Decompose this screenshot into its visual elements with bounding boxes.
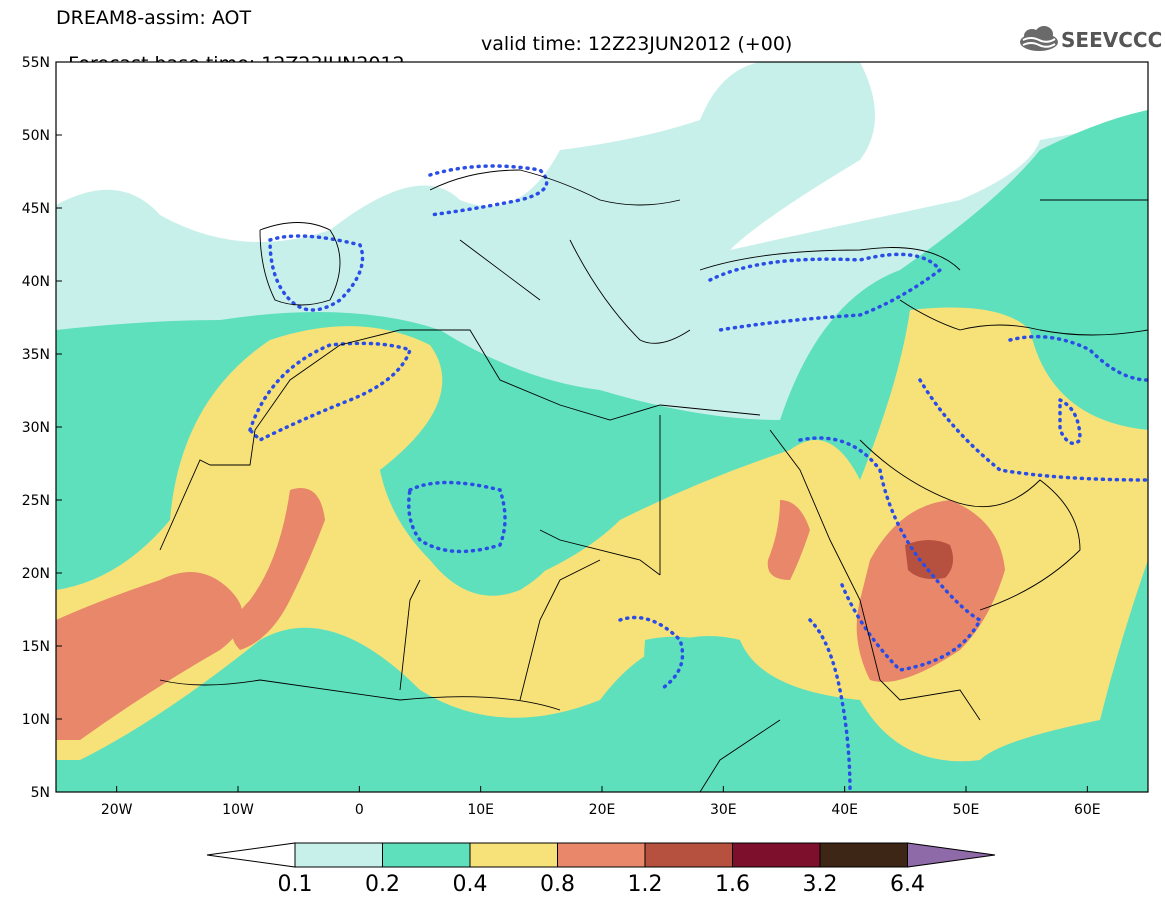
lat-label: 45N xyxy=(22,201,50,217)
coastlines xyxy=(159,169,1148,792)
colorbar-segment xyxy=(644,842,733,868)
colorbar-level-label: 0.2 xyxy=(365,872,400,897)
lat-label: 55N xyxy=(22,55,50,71)
chart-title: DREAM8-assim: AOT xyxy=(56,7,252,29)
colorbar-segment xyxy=(382,842,471,868)
lat-label: 20N xyxy=(22,566,50,582)
cloud-icon xyxy=(1020,26,1058,51)
colorbar-level-label: 1.6 xyxy=(715,872,750,897)
lon-label: 20W xyxy=(101,802,133,818)
logo-text: SEEVCCC xyxy=(1061,28,1163,52)
lat-label: 30N xyxy=(22,420,50,436)
colorbar-level-label: 0.8 xyxy=(540,872,575,897)
colorbar-level-label: 3.2 xyxy=(803,872,838,897)
lat-label: 35N xyxy=(22,347,50,363)
lon-label: 0 xyxy=(355,802,364,818)
lon-label: 40E xyxy=(831,802,858,818)
colorbar-min-arrow xyxy=(206,842,296,868)
seevccc-logo: SEEVCCC xyxy=(1017,24,1162,56)
lat-label: 40N xyxy=(22,274,50,290)
colorbar-segment xyxy=(557,842,646,868)
lon-label: 10E xyxy=(467,802,494,818)
lon-label: 50E xyxy=(953,802,980,818)
colorbar-level-label: 6.4 xyxy=(890,872,925,897)
lat-label: 15N xyxy=(22,639,50,655)
observation-contour xyxy=(247,164,1148,792)
lon-label: 10W xyxy=(222,802,254,818)
lon-label: 20E xyxy=(589,802,616,818)
lon-label: 60E xyxy=(1074,802,1101,818)
colorbar-level-label: 0.4 xyxy=(453,872,488,897)
valid-time-label: valid time: 12Z23JUN2012 (+00) xyxy=(481,33,793,55)
colorbar-level-label: 1.2 xyxy=(628,872,663,897)
lat-label: 50N xyxy=(22,128,50,144)
lon-label: 30E xyxy=(710,802,737,818)
lat-label: 25N xyxy=(22,493,50,509)
lat-label: 10N xyxy=(22,712,50,728)
colorbar-level-label: 0.1 xyxy=(278,872,313,897)
lat-label: 5N xyxy=(31,785,50,801)
colorbar-max-arrow xyxy=(907,842,996,868)
colorbar-segment xyxy=(294,842,383,868)
colorbar-segment xyxy=(819,842,908,868)
colorbar-segment xyxy=(732,842,821,868)
colorbar-segment xyxy=(469,842,558,868)
aot-field xyxy=(56,62,1148,792)
